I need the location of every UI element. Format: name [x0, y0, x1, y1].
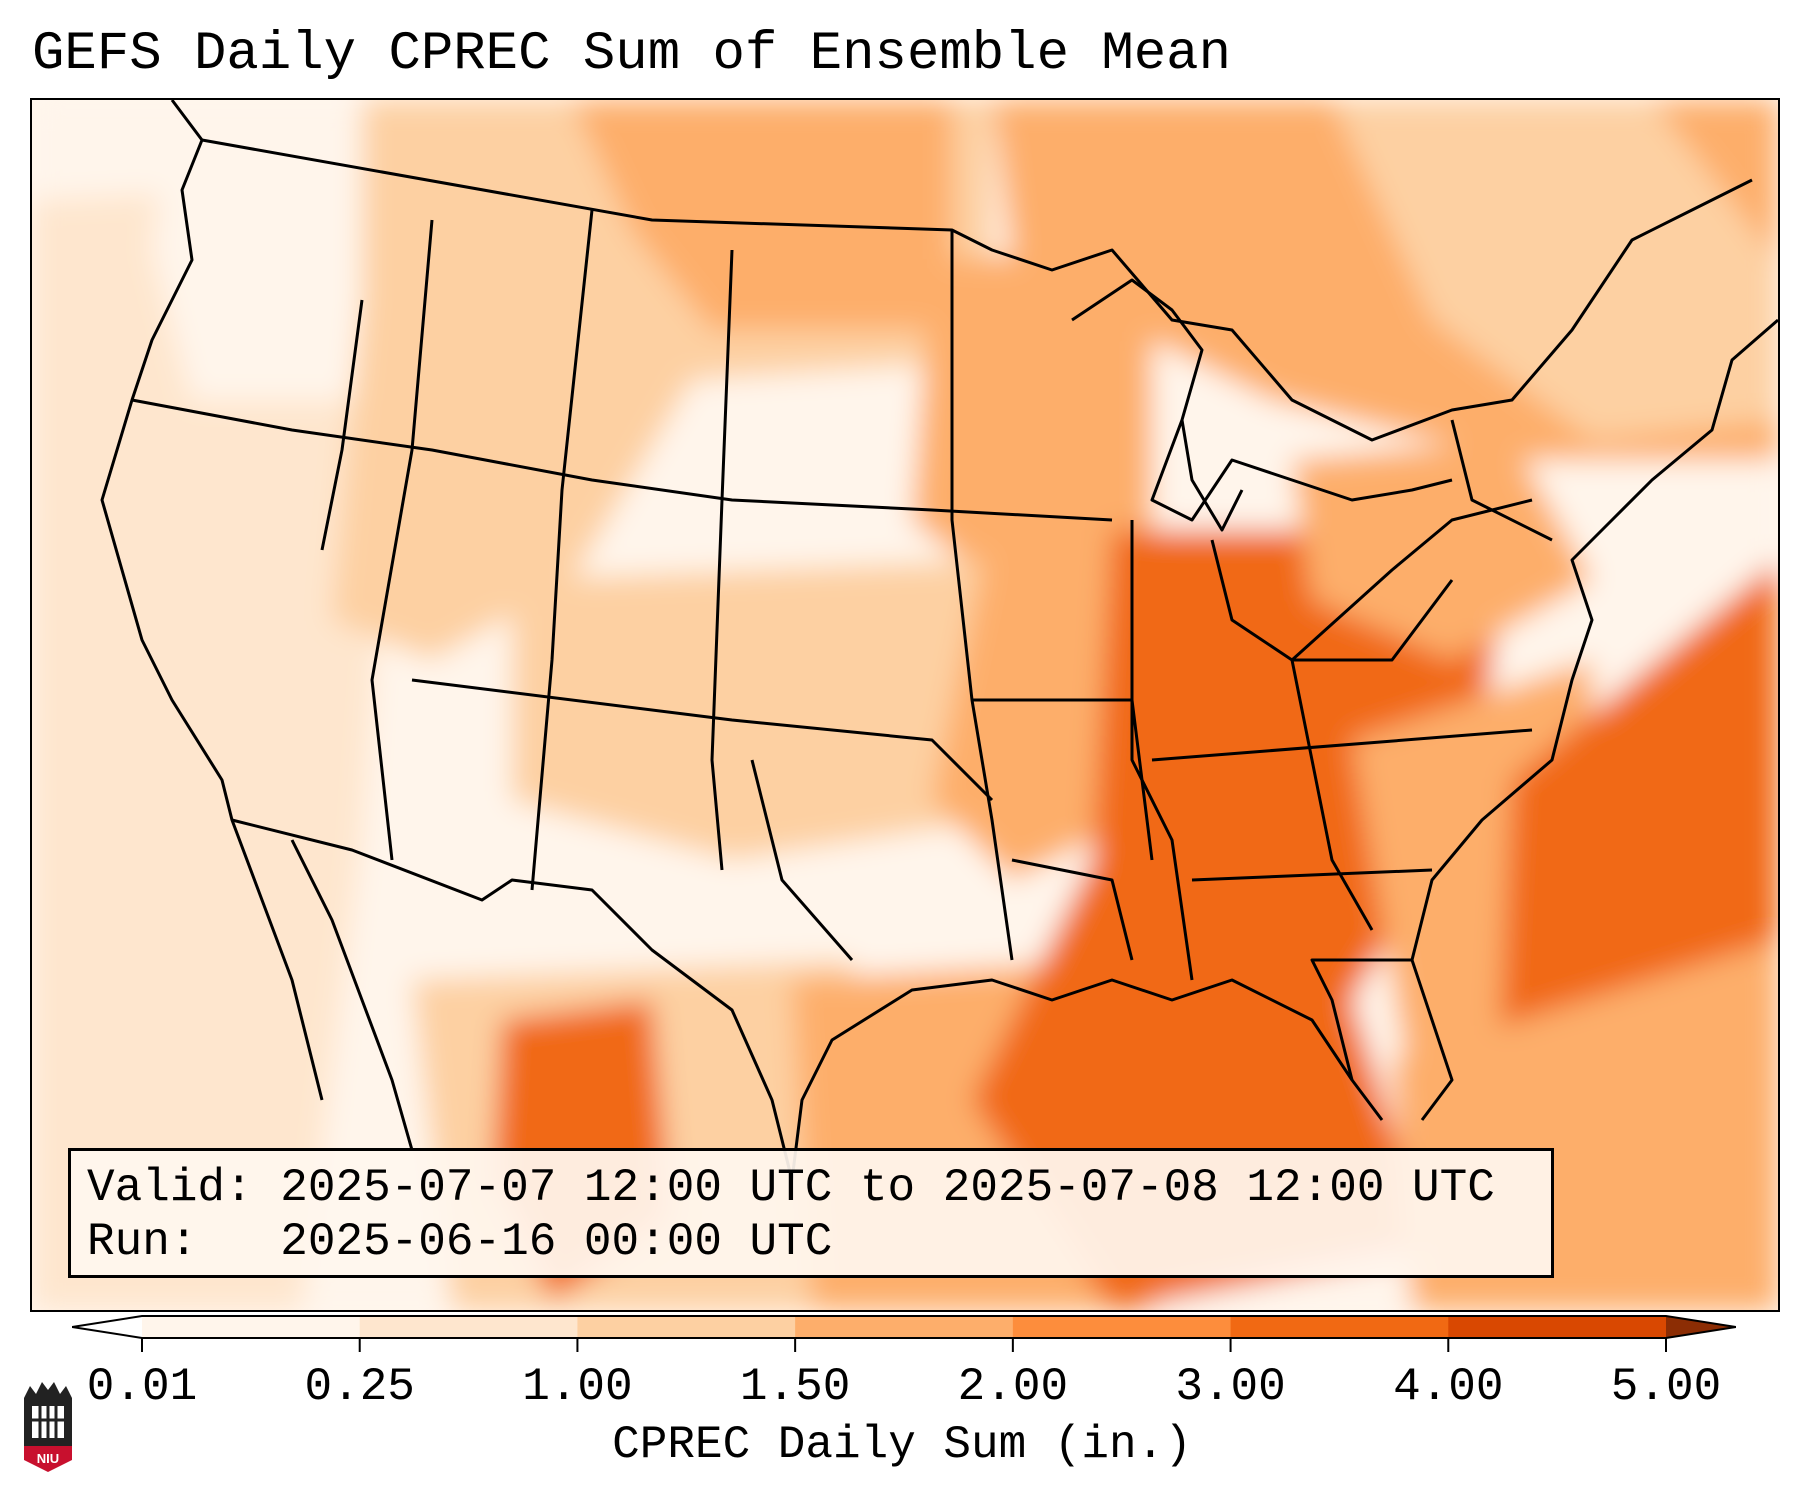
state-line-12: [1290, 659, 1374, 931]
precipitation-map: [32, 100, 1778, 1310]
map-panel: Valid: 2025-07-07 12:00 UTC to 2025-07-0…: [30, 98, 1780, 1312]
colorbar-segment: [1448, 1316, 1667, 1338]
state-line-5: [710, 249, 734, 871]
field-pacific-northwest: [32, 180, 412, 1310]
colorbar-tick-label: 0.25: [304, 1361, 415, 1413]
us-mexico-border: [231, 818, 794, 1181]
colorbar-tick-label: 3.00: [1175, 1361, 1286, 1413]
us-canada-border: [201, 138, 1753, 442]
valid-value: 2025-07-07 12:00 UTC to 2025-07-08 12:00…: [280, 1162, 1495, 1214]
niu-logo-icon: NIU: [24, 1382, 72, 1472]
state-line-1: [320, 299, 364, 551]
colorbar-over-extension: [1666, 1316, 1736, 1338]
atlantic-coast: [1410, 318, 1778, 961]
gulf-coast: [790, 978, 1384, 1181]
valid-run-info-box: Valid: 2025-07-07 12:00 UTC to 2025-07-0…: [68, 1148, 1554, 1278]
field-northern-plains: [572, 100, 952, 330]
colorbar-tick-label: 1.00: [522, 1361, 633, 1413]
baja-coast: [290, 839, 414, 1151]
colorbar-segment: [577, 1316, 796, 1338]
field-upper-midwest: [1292, 440, 1592, 660]
field-california-nevada: [152, 100, 392, 400]
colorbar-tick-label: 4.00: [1393, 1361, 1504, 1413]
colorbar-tick-label: 0.01: [86, 1361, 198, 1413]
state-line-16: [1011, 858, 1134, 961]
lake-michigan: [1180, 419, 1244, 532]
run-row: Run: 2025-06-16 00:00 UTC: [87, 1215, 1551, 1269]
state-line-6: [411, 678, 994, 802]
colorbar-ticks: [141, 1338, 1667, 1352]
colorbar-under-extension: [72, 1316, 142, 1338]
colorbar-segment: [1012, 1316, 1232, 1338]
logo-text: NIU: [37, 1451, 59, 1466]
state-line-3: [370, 219, 434, 861]
colorbar: [72, 1315, 1736, 1339]
state-line-15: [750, 759, 854, 961]
state-line-9: [1130, 520, 1194, 981]
map-title: GEFS Daily CPREC Sum of Ensemble Mean: [32, 24, 1231, 85]
colorbar-title: CPREC Daily Sum (in.): [612, 1419, 1192, 1471]
colorbar-segment: [142, 1316, 361, 1338]
colorbar-tick-label: 1.50: [739, 1361, 851, 1413]
state-line-10: [1151, 728, 1533, 762]
great-lakes: [1071, 278, 1453, 522]
colorbar-segment: [359, 1316, 578, 1338]
colorbar-segment: [795, 1316, 1014, 1338]
run-label: Run:: [87, 1216, 198, 1268]
colorbar-tick-label: 2.00: [957, 1361, 1069, 1413]
state-line-13: [1191, 868, 1433, 882]
state-line-17: [1450, 419, 1553, 542]
colorbar-segment: [1230, 1316, 1449, 1338]
precipitation-field: [32, 100, 1778, 1310]
valid-row: Valid: 2025-07-07 12:00 UTC to 2025-07-0…: [87, 1161, 1551, 1215]
boundaries: [100, 100, 1778, 1181]
state-line-4: [530, 209, 594, 891]
valid-label: Valid:: [87, 1162, 253, 1214]
colorbar-tick-label: 5.00: [1610, 1361, 1722, 1413]
run-value: 2025-06-16 00:00 UTC: [280, 1216, 833, 1268]
field-northern-rockies: [512, 560, 992, 860]
west-coast-line: [100, 100, 324, 1101]
field-southwest: [1332, 100, 1778, 440]
state-line-2: [131, 398, 1113, 522]
